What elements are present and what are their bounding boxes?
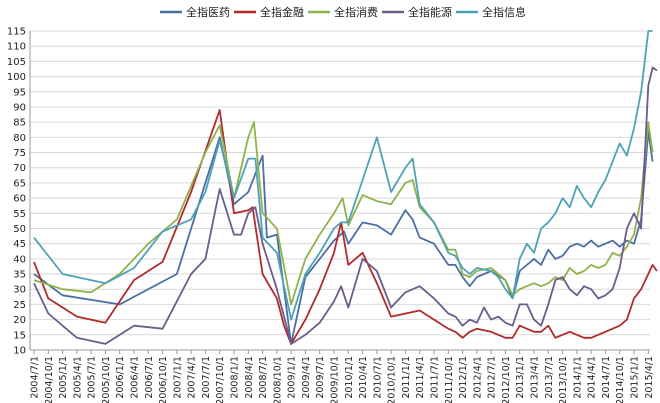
x-tick-label: 2006/4/1 [130,356,141,399]
x-tick-label: 2005/1/1 [58,356,69,399]
x-tick-label: 2015/4/1 [644,356,655,399]
x-tick-label: 2014/10/1 [615,356,626,403]
legend: 全指医药 全指金融 全指消费 全指能源 全指信息 [160,5,526,19]
x-tick-label: 2006/1/1 [115,356,126,399]
x-tick-label: 2010/4/1 [358,356,369,399]
series-line-4 [33,66,658,345]
y-tick-label: 10 [13,346,26,357]
y-tick-label: 40 [13,254,26,265]
x-tick-label: 2012/4/1 [472,356,483,399]
x-tick-label: 2008/10/1 [272,356,283,403]
legend-label: 全指金融 [260,5,304,19]
x-tick-label: 2011/10/1 [444,356,455,403]
x-tick-label: 2015/1/1 [630,356,641,399]
x-tick-label: 2005/7/1 [87,356,98,399]
x-tick-label: 2013/10/1 [558,356,569,403]
x-tick-label: 2009/1/1 [287,356,298,399]
x-tick-label: 2010/7/1 [372,356,383,399]
y-tick-label: 80 [13,133,26,144]
x-tick-label: 2013/1/1 [515,356,526,399]
y-tick-label: 50 [13,224,26,235]
legend-label: 全指信息 [482,5,526,19]
x-tick-label: 2007/4/1 [187,356,198,399]
y-tick-label: 100 [7,72,26,83]
y-tick-label: 70 [13,163,26,174]
x-tick-label: 2006/10/1 [158,356,169,403]
x-tick-label: 2013/4/1 [530,356,541,399]
x-tick-label: 2009/7/1 [315,356,326,399]
y-tick-label: 95 [13,87,26,98]
x-tick-label: 2008/7/1 [258,356,269,399]
x-tick-label: 2004/10/1 [44,356,55,403]
x-tick-label: 2014/1/1 [572,356,583,399]
x-tick-label: 2010/10/1 [387,356,398,403]
x-tick-label: 2008/1/1 [230,356,241,399]
series-line-3 [33,121,654,306]
series-line-2 [33,109,658,345]
gridlines [30,30,650,351]
y-tick-label: 30 [13,285,26,296]
x-tick-label: 2011/1/1 [401,356,412,399]
x-tick-label: 2004/7/1 [30,356,41,399]
y-tick-label: 20 [13,315,26,326]
y-tick-label: 65 [13,178,26,189]
x-tick-label: 2007/10/1 [215,356,226,403]
x-tick-label: 2009/4/1 [301,356,312,399]
x-tick-label: 2008/4/1 [244,356,255,399]
y-tick-label: 60 [13,194,26,205]
y-tick-label: 85 [13,118,26,129]
x-tick-label: 2012/10/1 [501,356,512,403]
y-tick-label: 35 [13,270,26,281]
axes: 10 15 20 25 30 35 40 45 50 55 60 65 70 75 80 85 90 95 100 1… [7,27,655,403]
legend-label: 全指消费 [334,5,378,19]
legend-label: 全指医药 [186,5,230,19]
x-tick-label: 2010/1/1 [344,356,355,399]
y-tick-label: 15 [13,330,26,341]
series-lines [33,30,658,345]
x-tick-label: 2012/1/1 [458,356,469,399]
x-tick-label: 2011/7/1 [430,356,441,399]
y-tick-label: 45 [13,239,26,250]
y-tick-label: 75 [13,148,26,159]
x-tick-label: 2011/4/1 [415,356,426,399]
y-tick-label: 105 [7,57,26,68]
series-line-5 [33,30,653,321]
x-tick-label: 2006/7/1 [144,356,155,399]
x-tick-label: 2005/4/1 [72,356,83,399]
x-tick-label: 2007/1/1 [172,356,183,399]
x-tick-label: 2005/10/1 [101,356,112,403]
x-tick-label: 2007/7/1 [201,356,212,399]
x-tick-label: 2009/10/1 [330,356,341,403]
series-line-1 [33,130,654,345]
x-tick-label: 2013/7/1 [544,356,555,399]
y-tick-label: 90 [13,102,26,113]
legend-label: 全指能源 [408,5,452,19]
y-tick-label: 25 [13,300,26,311]
y-tick-label: 115 [7,27,26,38]
y-tick-label: 55 [13,209,26,220]
x-tick-label: 2012/7/1 [487,356,498,399]
x-tick-label: 2014/4/1 [587,356,598,399]
x-tick-label: 2014/7/1 [601,356,612,399]
y-tick-label: 110 [7,42,26,53]
